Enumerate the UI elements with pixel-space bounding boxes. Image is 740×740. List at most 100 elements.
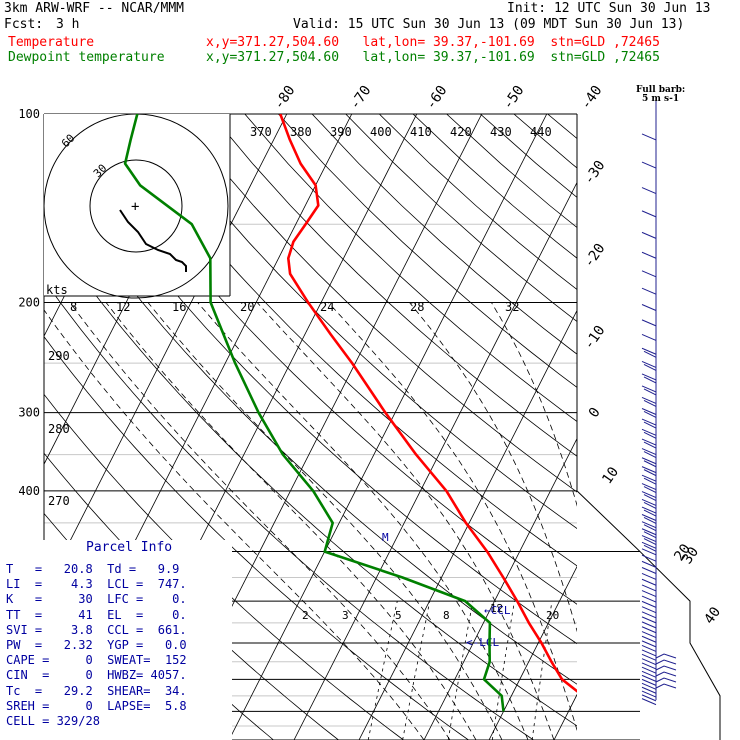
isotherm-line	[423, 437, 577, 740]
wind-barb	[641, 584, 657, 592]
wind-barb	[641, 590, 657, 598]
speed-tick-label: 12	[116, 300, 130, 314]
mixing-ratio-label: 8	[443, 609, 450, 622]
temperature-tick-label: -40	[578, 83, 606, 113]
right-frame-lower	[576, 490, 721, 740]
m-marker: M	[382, 531, 389, 544]
wind-barb	[641, 690, 657, 698]
pressure-tick-label: 200	[18, 295, 40, 309]
dry-adiabat-line	[44, 279, 534, 740]
mixing-ratio-label: 5	[395, 609, 402, 622]
barb-key-line2: 5 m s-1	[642, 94, 680, 104]
theta-label: 420	[450, 125, 472, 139]
wind-barb	[641, 373, 657, 381]
wind-barb	[641, 640, 657, 648]
dry-adiabat-line	[581, 114, 740, 740]
dry-adiabat-line	[278, 114, 577, 388]
wind-barb	[643, 376, 657, 384]
wind-barb	[643, 517, 657, 524]
dry-adiabat-line	[311, 114, 577, 355]
moist-adiabat-line	[69, 302, 451, 740]
wind-barb	[641, 498, 657, 506]
wind-barb	[641, 686, 657, 694]
series-line-temperature	[279, 114, 577, 693]
wind-barb	[641, 319, 657, 327]
wind-barb	[641, 567, 657, 574]
wind-barb	[643, 538, 657, 546]
temperature-tick-label: -10	[581, 323, 609, 353]
wind-barb	[643, 400, 657, 407]
parcel-info-row: T = 20.8 Td = 9.9	[6, 562, 180, 576]
wind-barb	[643, 531, 657, 539]
wind-barb	[641, 600, 657, 608]
wind-barb	[641, 662, 657, 670]
wind-barb	[643, 388, 657, 396]
pressure-tick-label: 100	[18, 107, 40, 121]
dewpoint-legend-label: Dewpoint temperature	[8, 50, 165, 65]
dry-adiabat-line	[177, 114, 577, 493]
wind-barb	[641, 304, 657, 311]
wind-barb	[641, 621, 657, 629]
wind-barb	[641, 682, 657, 690]
dry-adiabat-line	[109, 114, 577, 567]
theta-side-label: 270	[48, 494, 70, 508]
isotherm-line	[358, 309, 577, 740]
wind-barb	[655, 683, 677, 689]
temperature-tick-label: -30	[581, 158, 609, 188]
wind-barb	[641, 678, 657, 686]
temperature-tick-label: -20	[581, 241, 609, 271]
wind-barb	[641, 438, 657, 446]
isotherm-line	[228, 114, 548, 740]
hodograph-units: kts	[46, 283, 68, 297]
parcel-info-panel: Parcel Info T = 20.8 Td = 9.9 LI = 4.3 LC…	[0, 540, 232, 740]
wind-barb	[641, 333, 657, 341]
wind-barb	[641, 133, 657, 141]
parcel-info-row: SVI = 3.8 CCL = 661.	[6, 622, 187, 637]
wind-barb	[641, 474, 657, 482]
dry-adiabat-line	[379, 114, 577, 291]
wind-barb	[643, 544, 657, 552]
wind-barb	[641, 483, 657, 490]
dry-adiabat-line	[44, 335, 469, 740]
wind-barb	[643, 363, 657, 371]
isotherm-line	[293, 181, 577, 740]
wind-barb	[641, 670, 657, 678]
wind-barb	[641, 270, 657, 278]
theta-label: 440	[530, 125, 552, 139]
wind-barb	[641, 649, 657, 657]
parcel-info-row: PW = 2.32 YGP = 0.0	[6, 638, 187, 652]
dry-adiabat-line	[44, 223, 577, 727]
wind-barb	[641, 541, 657, 549]
wind-barb	[641, 653, 657, 661]
speed-tick-label: 32	[505, 300, 519, 314]
dry-adiabat-line	[244, 114, 577, 422]
moist-adiabat-line	[197, 302, 529, 740]
wind-barb	[655, 671, 677, 677]
wind-barb	[641, 698, 657, 706]
wind-barb	[643, 411, 657, 418]
wind-barb	[641, 385, 657, 393]
wind-barb	[641, 360, 657, 368]
wind-barb	[641, 187, 657, 195]
wind-barb	[641, 210, 657, 218]
speed-tick-label: 16	[172, 300, 186, 314]
theta-label: 370	[250, 125, 272, 139]
wind-barb	[643, 524, 657, 532]
wind-barb	[641, 347, 657, 355]
parcel-info-row: CELL = 329/28	[6, 714, 100, 728]
speed-tick-label: 20	[240, 300, 254, 314]
wind-barb	[641, 514, 657, 521]
wind-barb	[655, 677, 677, 683]
mixing-ratio-line	[585, 601, 602, 740]
isotherm-line	[684, 114, 740, 740]
wind-barb	[655, 653, 677, 659]
temperature-legend-info: x,y=371.27,504.60 lat,lon= 39.37,-101.69…	[206, 35, 660, 50]
mixing-ratio-line	[402, 601, 431, 740]
parcel-info-row: K = 30 LFC = 0.	[6, 592, 187, 607]
wind-barb	[655, 659, 677, 665]
moist-adiabat-line	[327, 302, 577, 732]
wind-barb	[643, 501, 657, 509]
mixing-ratio-label: 20	[546, 609, 559, 622]
wind-barb	[641, 408, 657, 415]
hodograph-trace	[119, 209, 187, 272]
